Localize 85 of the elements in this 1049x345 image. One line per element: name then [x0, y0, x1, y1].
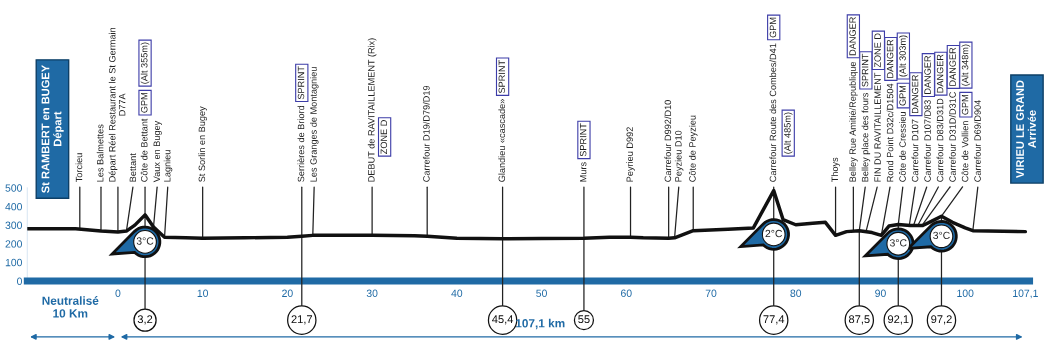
annotation: Côte de Bettant [140, 118, 148, 182]
text: DANGER [849, 17, 856, 56]
y-tick-label: 400 [5, 202, 23, 211]
annotation: 92,1 [887, 315, 909, 325]
annotation: Côte de Cressieu [899, 112, 906, 182]
annotation: Glandieu «cascade» [498, 99, 506, 182]
annotation: DEBUT de RAVITAILLEMENT (Rix) [367, 38, 377, 182]
annotation: Carrefour D69/D904 [974, 99, 981, 182]
text: 107,1 km [516, 318, 565, 330]
text: ZONE D [874, 33, 881, 68]
text: GPM [961, 95, 969, 115]
text: DANGER [924, 55, 931, 94]
x-tick-label: 80 [790, 289, 802, 297]
annotation: Les Balmettes [96, 124, 104, 182]
text: DANGER [949, 47, 956, 86]
x-tick-label: 30 [366, 289, 378, 297]
annotation: Murs [579, 162, 587, 182]
annotation: 3°C [933, 231, 950, 240]
x-tick-label: 20 [282, 289, 293, 297]
x-tick-label: 10 [197, 289, 209, 297]
x-tick-label: 60 [621, 289, 632, 297]
annotation: Les Granges de Montagnieu [310, 67, 319, 182]
text: SPRINT [579, 123, 587, 157]
y-tick-label: 0 [17, 277, 23, 285]
text: ZONE D [380, 120, 388, 154]
x-tick-label: 90 [875, 289, 886, 297]
x-tick-label: 50 [536, 289, 547, 297]
annotation: Carrefour D107/D83 [924, 100, 931, 182]
text: SPRINT [861, 53, 869, 87]
text: GPM [141, 93, 148, 113]
x-tick-label: 0 [115, 289, 121, 297]
annotation: Carrefour D107 [911, 119, 919, 182]
annotation: 3°C [889, 239, 907, 247]
text: DANGER [886, 39, 894, 78]
annotation: Vaux en Bugey [153, 120, 162, 183]
text: VIRIEU LE GRAND Arrivée [1016, 80, 1036, 179]
text: SPRINT [498, 60, 506, 94]
annotation: Serrières de Briord [297, 105, 305, 182]
annotation: Carrefour D992/D10 [664, 100, 672, 182]
annotation: Départ Réel Restaurant le St Germain D77A [108, 27, 126, 182]
annotation: 2°C [765, 229, 783, 238]
annotation: Thoys [831, 157, 840, 183]
y-tick-label: 100 [5, 258, 23, 267]
x-tick-label: 107,1 [1013, 289, 1038, 299]
annotation: Côte de Peyzieu [688, 115, 698, 182]
annotation: 97,2 [931, 315, 952, 325]
x-tick-label: 70 [705, 289, 717, 297]
y-tick-label: 500 [5, 184, 23, 192]
annotation: Torcieu [75, 153, 83, 183]
annotation: 3°C [136, 237, 154, 245]
text: SPRINT [297, 66, 305, 100]
annotation: Bettant [129, 153, 137, 182]
annotation: Carrefour D19/D79/D19 [422, 85, 430, 182]
text: GPM [769, 17, 777, 38]
annotation: FIN DU RAVITAILLEMENT [874, 72, 881, 182]
x-tick-label: 40 [451, 289, 463, 297]
y-tick-label: 200 [5, 240, 23, 248]
annotation: Belley Rue Amitié/Republique [849, 61, 858, 182]
annotation: St RAMBERT en BUGEY Départ [41, 65, 64, 193]
annotation: 3,2 [137, 315, 153, 325]
text: (Alt 303m) [899, 35, 908, 77]
annotation: Belley place des fours [861, 92, 871, 182]
annotation: 45,4 [492, 315, 514, 325]
text: (Alt 485m) [783, 112, 793, 154]
annotation: Peyzieu D10 [674, 130, 684, 182]
annotation: St Sorlin en Bugey [198, 106, 207, 182]
x-tick-label: 100 [957, 289, 974, 297]
text: Neutralisé 10 Km [42, 296, 99, 318]
annotation: Lagnieu [163, 150, 173, 182]
text: DANGER [911, 74, 919, 114]
annotation: 77,4 [763, 315, 785, 325]
annotation: Rond Point D32c/D1504 [886, 83, 894, 182]
text: GPM [899, 85, 906, 106]
y-tick-label: 300 [5, 221, 23, 229]
text: (Alt 348m) [961, 44, 971, 86]
annotation: Carrefour D83/D31D [936, 98, 944, 182]
annotation: 55 [578, 315, 590, 324]
annotation: Côte de Vollien [961, 121, 969, 182]
annotation: Carrefour Route des Combes/D41 [769, 43, 777, 182]
annotation: Carrefour D31D/D31C [949, 91, 956, 182]
annotation: 87,5 [848, 315, 870, 325]
annotation: Peyrieu D992 [626, 127, 635, 182]
text: DANGER [936, 54, 944, 93]
annotation: 21,7 [291, 315, 313, 325]
text: (Alt 355m) [140, 42, 150, 84]
